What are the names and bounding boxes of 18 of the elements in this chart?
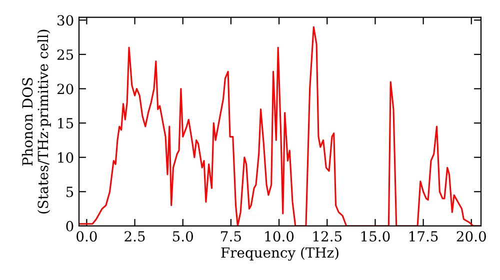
y-tick-label: 15 [58,118,74,129]
x-tick-label: 20.0 [456,231,486,242]
x-tick-label: 17.5 [410,231,438,242]
x-tick-label: 12.5 [313,231,342,242]
y-tick-label: 10 [58,152,74,163]
y-tick-label: 25 [57,49,74,60]
x-tick-label: 7.5 [221,231,241,242]
x-tick-label: 2.5 [124,231,145,242]
x-axis-title: Frequency (THz) [221,247,338,261]
y-tick-label: 0 [66,220,74,232]
y-tick-label: 30 [58,15,74,26]
x-tick-label: 5.0 [173,231,193,242]
y-tick-label: 20 [57,84,74,94]
x-tick-label: 10.0 [265,231,294,242]
y-axis-title: Phonon DOS (States/THz·primitive cell) [22,30,51,214]
y-tick-label: 5 [66,186,74,198]
x-tick-label: 0.0 [76,231,97,242]
x-tick-label: 15.0 [361,231,390,242]
